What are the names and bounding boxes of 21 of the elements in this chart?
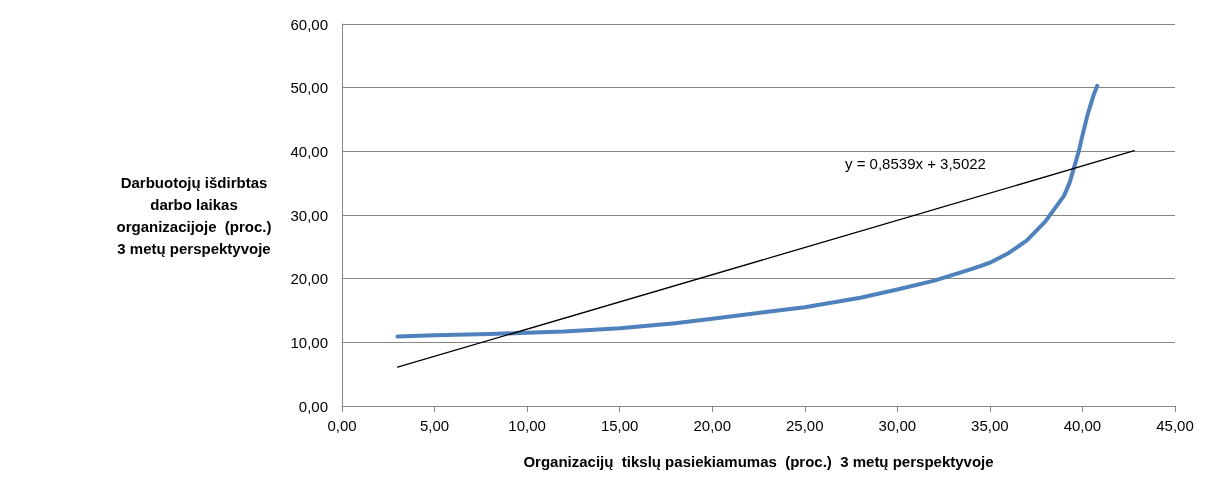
y-tick-label: 10,00 xyxy=(290,333,328,351)
line-series xyxy=(395,83,1100,339)
x-tick-label: 30,00 xyxy=(878,417,917,434)
x-tick-label: 25,00 xyxy=(786,417,824,434)
x-tick-label: 40,00 xyxy=(1063,417,1102,434)
annotation: y = 0,8539x + 3,5022 xyxy=(845,155,986,172)
x-tick-label: 20,00 xyxy=(693,417,731,434)
y-tick-label: 60,00 xyxy=(290,15,328,33)
x-tick-label: 10,00 xyxy=(508,417,546,434)
x-tick-label: 45,00 xyxy=(1156,417,1194,434)
y-tick-label: 0,00 xyxy=(298,397,328,415)
x-tick-label: 0,00 xyxy=(327,417,357,434)
y-tick-label: 20,00 xyxy=(290,270,328,288)
y-tick-label: 30,00 xyxy=(290,206,328,224)
x-tick-label: 15,00 xyxy=(600,417,639,434)
x-axis-title: Organizacijų tikslų pasiekiamumas (proc.) 3 metų perspektyvoje xyxy=(523,453,994,470)
x-tick-label: 35,00 xyxy=(971,417,1009,434)
y-tick-label: 40,00 xyxy=(290,142,328,160)
y-axis-title: Darbuotojų išdirbtas darbo laikas organizacijoje (proc.) 3 metų perspektyvoje xyxy=(116,173,272,257)
y-tick-label: 50,00 xyxy=(290,79,328,97)
x-tick-label: 5,00 xyxy=(419,417,450,434)
